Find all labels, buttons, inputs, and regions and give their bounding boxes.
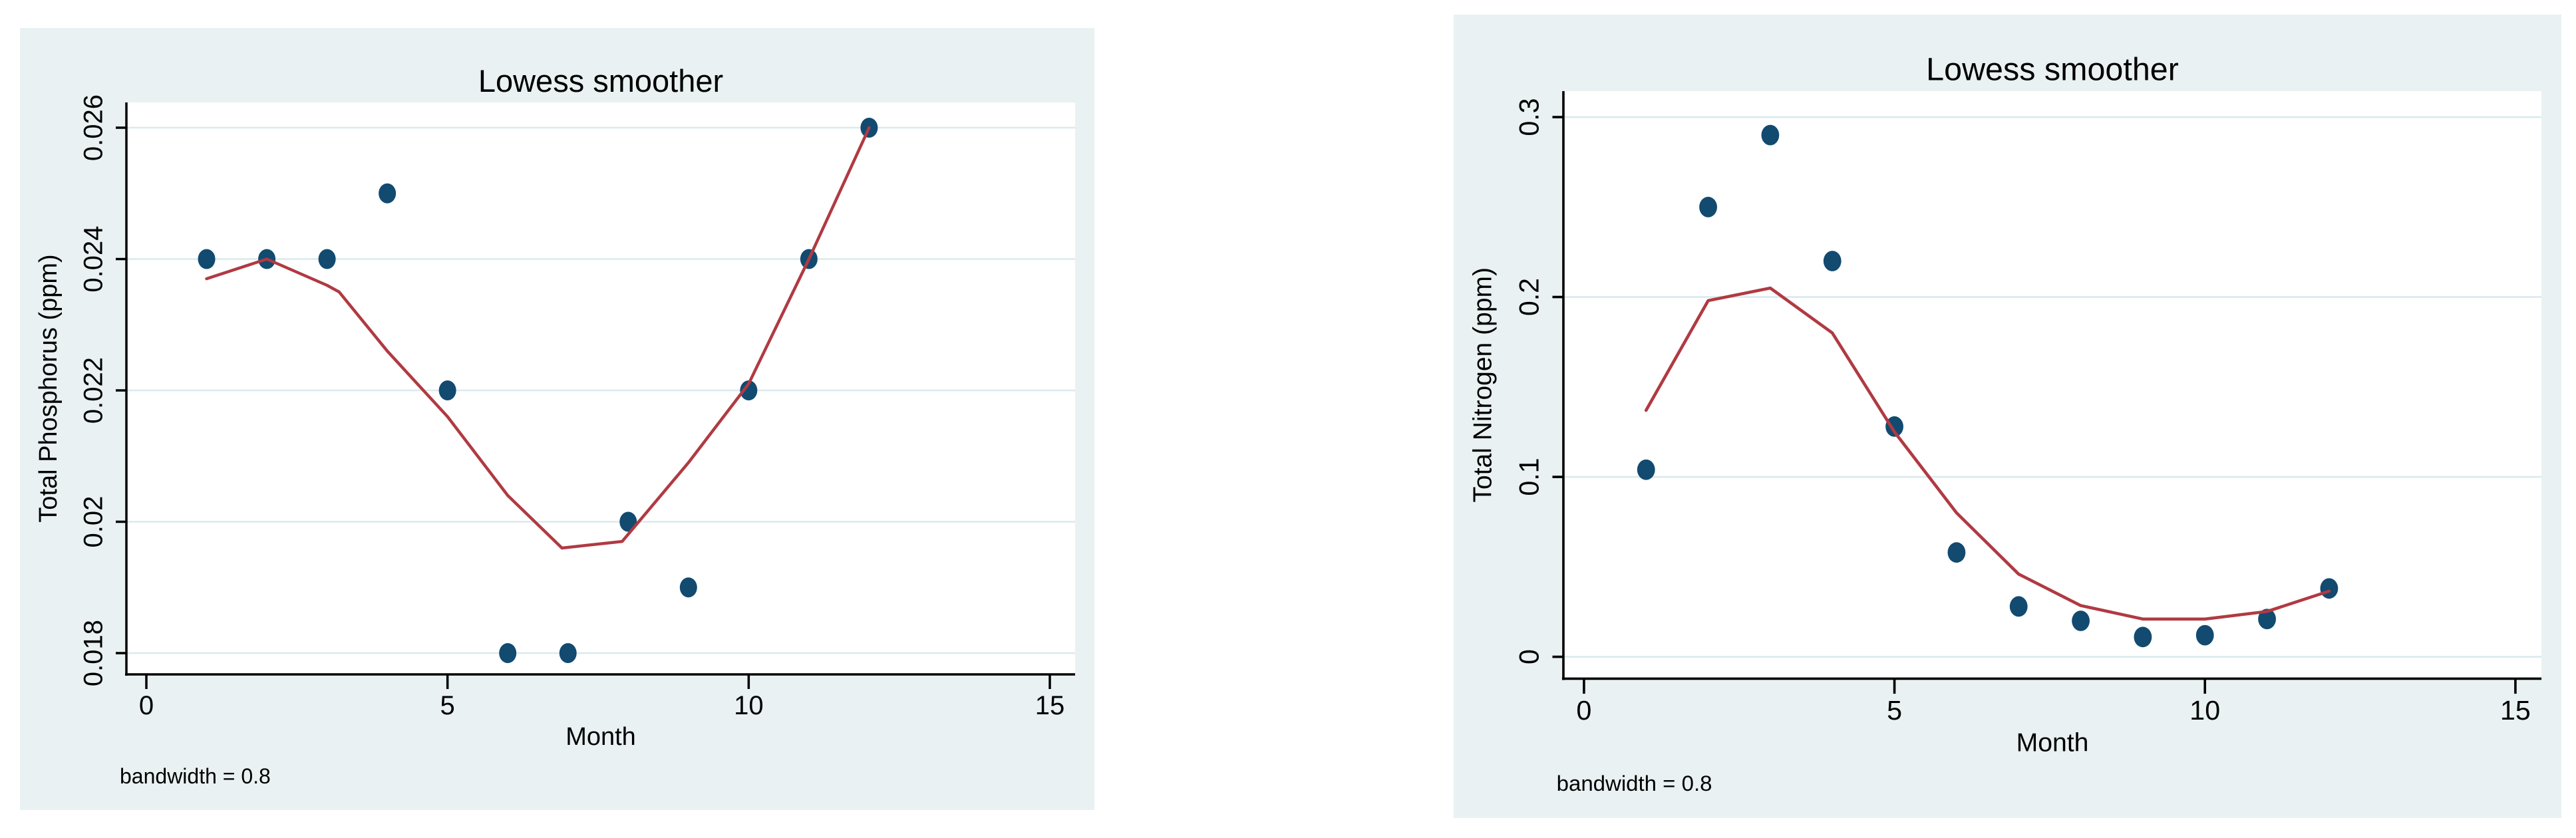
data-point	[499, 643, 517, 663]
nitrogen-chart-svg: 0 0.1 0.2 0.3 0 5 10 15 Lowess smoother Month Tota…	[1469, 52, 2542, 795]
x-tick-label: 0	[1576, 695, 1591, 726]
scatter-series	[198, 118, 878, 663]
data-point	[2134, 627, 2152, 648]
data-point	[2258, 609, 2276, 630]
phosphorus-chart-svg: 0.018 0.02 0.022 0.024 0.026 0 5 10 15 Lowess smo…	[35, 63, 1075, 788]
plot-area	[1563, 91, 2542, 679]
scatter-series	[1637, 124, 2338, 648]
lowess-line	[205, 126, 871, 550]
x-tick-label: 0	[139, 691, 154, 720]
y-tick-label: 0.2	[1514, 278, 1544, 316]
y-axis-title: Total Phosphorus (ppm)	[35, 254, 63, 522]
y-tick-label: 0.02	[79, 496, 108, 548]
data-point	[1761, 124, 1780, 146]
data-point	[559, 643, 577, 663]
data-point	[318, 249, 336, 269]
data-point	[1699, 196, 1717, 217]
data-point	[2009, 596, 2028, 617]
x-tick-label: 10	[734, 691, 764, 720]
data-point	[619, 511, 637, 532]
data-point	[2195, 625, 2214, 646]
y-tick-label: 0.024	[79, 225, 108, 292]
x-axis-title: Month	[565, 723, 636, 751]
data-point	[2072, 611, 2090, 631]
y-axis-title: Total Nitrogen (ppm)	[1469, 267, 1498, 503]
lowess-line	[1644, 286, 2331, 621]
data-point	[198, 249, 216, 269]
nitrogen-lowess-chart: 0 0.1 0.2 0.3 0 5 10 15 Lowess smoother Month Tota…	[1454, 15, 2561, 818]
y-tick-label: 0.1	[1514, 458, 1544, 496]
y-tick-label: 0.026	[79, 94, 108, 161]
chart-title: Lowess smoother	[478, 63, 723, 98]
y-tick-label: 0.018	[79, 620, 108, 686]
x-tick-label: 10	[2189, 695, 2220, 726]
chart-title: Lowess smoother	[1926, 52, 2179, 88]
data-point	[1637, 459, 1655, 480]
data-point	[438, 380, 456, 400]
data-point	[2320, 578, 2338, 599]
x-tick-label: 5	[1887, 695, 1902, 726]
bandwidth-note: bandwidth = 0.8	[1557, 771, 1712, 795]
data-point	[679, 577, 697, 598]
x-axis-title: Month	[2016, 728, 2089, 757]
x-tick-label: 5	[440, 691, 455, 720]
y-tick-label: 0.022	[79, 357, 108, 424]
data-point	[740, 380, 758, 400]
plot-area	[126, 102, 1075, 674]
bandwidth-note: bandwidth = 0.8	[120, 764, 271, 788]
x-tick-label: 15	[1035, 691, 1065, 720]
data-point	[1947, 542, 1966, 563]
y-tick-label: 0	[1514, 649, 1544, 664]
data-point	[1885, 416, 1903, 437]
y-tick-label: 0.3	[1514, 98, 1544, 136]
data-point	[379, 183, 397, 204]
x-tick-label: 15	[2500, 695, 2531, 726]
data-point	[1823, 251, 1842, 271]
phosphorus-lowess-chart: 0.018 0.02 0.022 0.024 0.026 0 5 10 15 Lowess smo…	[20, 28, 1094, 810]
